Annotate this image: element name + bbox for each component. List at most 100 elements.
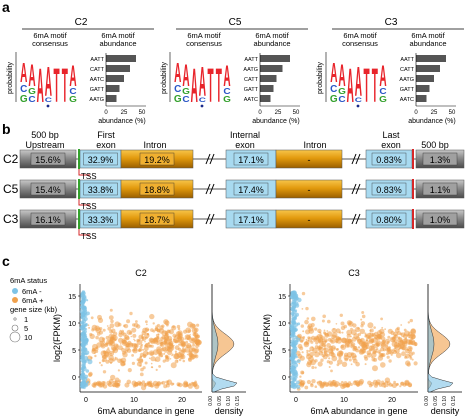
scatter-point-plus (325, 382, 330, 387)
scatter-point-plus (407, 331, 413, 337)
scatter-point-plus (314, 366, 317, 369)
logo-letter: C (20, 84, 28, 95)
scatter-point-plus (392, 336, 396, 340)
region-value: 16.1% (35, 215, 61, 225)
scatter-point-plus (371, 334, 374, 337)
scatter-point-plus (93, 349, 96, 352)
scatter-point-plus (169, 358, 172, 360)
scatter-point-plus (318, 331, 321, 334)
scatter-point-plus (105, 359, 110, 364)
scatter-point-plus (154, 359, 157, 362)
scatter-point-plus (141, 380, 145, 384)
abundance-label: 6mA motif (101, 31, 135, 40)
scatter-point-plus (150, 328, 154, 332)
motif-bar (106, 55, 136, 62)
scatter-point-plus (163, 352, 166, 355)
scatter-point-minus (292, 334, 296, 338)
tss-marker (78, 179, 80, 199)
logo-letter: T (208, 59, 214, 113)
scatter-point-plus (382, 339, 386, 343)
scatter-point-plus (110, 319, 114, 324)
region-header: Last (382, 130, 400, 140)
abundance-label: abundance (253, 39, 290, 48)
scatter-point-plus (148, 350, 155, 357)
scatter-point-plus (172, 382, 175, 385)
value-box (422, 212, 458, 226)
scatter-point-plus (348, 358, 352, 362)
scatter-point-plus (96, 380, 102, 386)
motif-bar (106, 95, 117, 102)
scatter-point-plus (414, 342, 417, 345)
scatter-point-plus (308, 350, 311, 353)
scatter-point-minus (81, 321, 84, 325)
scatter-point-plus (331, 327, 337, 334)
scatter-point-plus (350, 327, 353, 331)
y-tick-label: 10 (68, 321, 76, 328)
scatter-point-minus (82, 318, 85, 322)
scatter-point-plus (147, 328, 150, 331)
scatter-point-plus (101, 381, 105, 385)
bar-tick-label: 25 (431, 110, 438, 116)
scatter-point-plus (87, 324, 90, 327)
scatter-point-minus (291, 315, 294, 318)
scatter-point-plus (108, 350, 115, 357)
scatter-point-plus (308, 328, 315, 334)
scatter-point-plus (135, 320, 138, 323)
motif-bar (260, 85, 274, 92)
scatter-point-plus (402, 338, 408, 344)
break-mark (355, 183, 361, 195)
scatter-point-minus (295, 349, 298, 352)
scatter-point-plus (400, 381, 405, 386)
value-box (422, 152, 458, 166)
scatter-point-plus (393, 350, 398, 354)
scatter-point-minus (292, 373, 296, 376)
scatter-point-plus (182, 347, 185, 350)
scatter-point-plus (400, 338, 402, 340)
scatter-point-plus (336, 348, 339, 351)
panel-b-label: b (2, 121, 11, 137)
legend-swatch-plus (12, 297, 18, 303)
scatter-point-plus (336, 363, 340, 367)
scatter-point-plus (301, 308, 304, 310)
scatter-point-plus (174, 350, 177, 353)
logo-letter: G (330, 94, 338, 105)
scatter-point-plus (91, 382, 96, 388)
scatter-point-plus (117, 358, 122, 364)
scatter-point-plus (314, 327, 318, 331)
scatter-point-minus (291, 305, 296, 311)
motif-label: AATT (90, 57, 104, 63)
scatter-point-plus (322, 314, 327, 319)
scatter-point-plus (150, 344, 154, 348)
scatter-point-plus (407, 382, 413, 388)
scatter-point-plus (414, 343, 417, 347)
scatter-point-plus (176, 360, 179, 362)
region-value: 15.6% (35, 155, 61, 165)
scatter-point-plus (177, 384, 180, 387)
scatter-point-plus (301, 351, 304, 354)
value-box (233, 212, 269, 226)
motif-label: CATT (400, 67, 415, 73)
scatter-point-plus (160, 344, 163, 347)
scatter-point-plus (100, 364, 103, 367)
region-value: 17.4% (238, 185, 264, 195)
logo-letter: A (379, 59, 386, 92)
scatter-point-minus (296, 380, 300, 385)
scatter-point-plus (131, 354, 135, 357)
motif-label: CATT (90, 67, 105, 73)
panel-a-label: a (2, 0, 10, 15)
scatter-point-plus (397, 336, 401, 340)
scatter-point-plus (123, 323, 129, 329)
scatter-point-plus (97, 314, 102, 320)
scatter-point-plus (109, 361, 113, 364)
logo-letter: A (347, 59, 354, 113)
scatter-point-plus (323, 351, 326, 354)
scatter-point-plus (165, 332, 169, 337)
scatter-point-plus (408, 339, 412, 343)
y-tick-label: 5 (72, 348, 76, 355)
scatter-point-minus (295, 328, 298, 332)
region-header: Intron (303, 140, 326, 150)
break-mark (351, 183, 357, 195)
density-tick-label: 0.00 (424, 396, 430, 406)
scatter-point-plus (158, 328, 165, 334)
